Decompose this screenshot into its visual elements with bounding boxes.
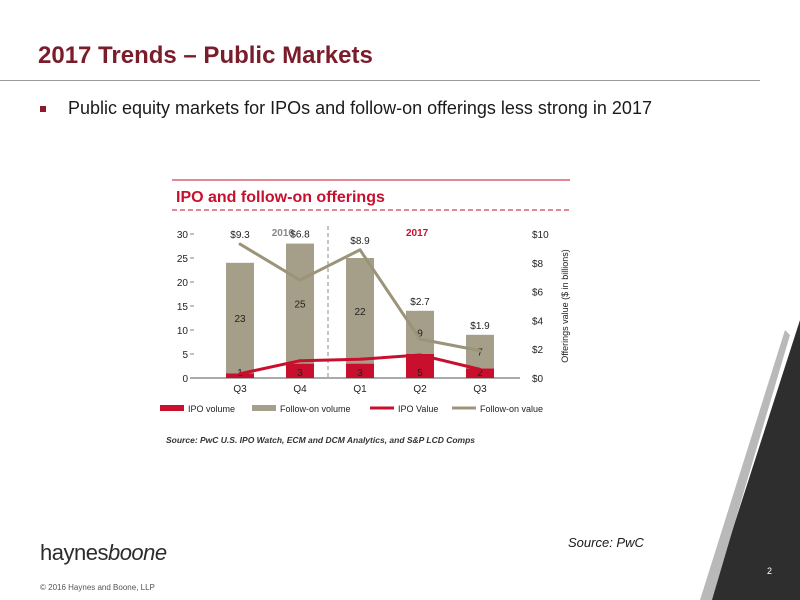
followon-value-label: $8.9 [350, 236, 370, 247]
followon-value-label: $1.9 [470, 321, 490, 332]
slide-title: 2017 Trends – Public Markets [38, 42, 373, 69]
x-tick-label: Q3 [473, 384, 487, 395]
title-divider [0, 80, 760, 81]
followon-value-label: $9.3 [230, 230, 250, 241]
legend-label: IPO Value [398, 404, 438, 414]
period-label-2016: 2016 [272, 228, 295, 239]
followon-value-line-point [478, 349, 482, 353]
followon-value-line-point [298, 278, 302, 282]
ipo-value-line-point [298, 359, 302, 363]
logo-haynes: haynes [40, 540, 108, 565]
haynes-boone-logo: haynesboone [40, 540, 167, 566]
y-left-tick-label: 30 [177, 230, 189, 241]
followon-volume-label: 25 [294, 300, 306, 311]
x-tick-label: Q1 [353, 384, 367, 395]
legend-label: Follow-on volume [280, 404, 351, 414]
ipo-value-line-point [418, 353, 422, 357]
ipo-value-line-point [358, 357, 362, 361]
y-right-tick-label: $0 [532, 374, 544, 385]
period-label-2017: 2017 [406, 228, 429, 239]
x-tick-label: Q3 [233, 384, 247, 395]
bullet-text: Public equity markets for IPOs and follo… [68, 98, 652, 118]
ipo-volume-label: 2 [477, 368, 483, 379]
legend-swatch [160, 405, 184, 411]
bullet-square-icon [40, 105, 46, 112]
ipo-followon-chart: IPO and follow-on offerings 0 5 10 15 20 25 30 $… [160, 170, 580, 460]
chart-title: IPO and follow-on offerings [176, 189, 385, 206]
y-right-tick-label: $6 [532, 288, 544, 299]
ipo-value-line-point [238, 372, 242, 376]
y-left-tick-label: 5 [182, 350, 188, 361]
y-left-tick-label: 20 [177, 278, 189, 289]
ipo-volume-bar [346, 363, 374, 378]
x-tick-label: Q2 [413, 384, 427, 395]
followon-volume-bar [406, 310, 434, 354]
y-right-tick-label: $10 [532, 230, 549, 241]
y-left-tick-label: 25 [177, 254, 189, 265]
y-right-tick-label: $8 [532, 259, 544, 270]
ipo-volume-label: 3 [297, 368, 303, 379]
followon-value-line-point [358, 248, 362, 252]
followon-volume-label: 9 [417, 328, 423, 339]
corner-dark-shape [710, 320, 800, 600]
source-note: Source: PwC [568, 535, 644, 550]
followon-volume-bar [346, 258, 374, 364]
y-right-axis-label: Offerings value ($ in billions) [560, 249, 570, 362]
ipo-volume-label: 5 [417, 368, 423, 379]
x-tick-label: Q4 [293, 384, 307, 395]
logo-boone: boone [107, 540, 167, 565]
legend-swatch [252, 405, 276, 411]
ipo-volume-bar [286, 363, 314, 378]
followon-volume-label: 7 [477, 348, 483, 359]
ipo-value-line-point [478, 367, 482, 371]
corner-stripe-shape [700, 330, 790, 600]
ipo-volume-label: 3 [357, 368, 363, 379]
followon-value-label: $2.7 [410, 297, 430, 308]
ipo-volume-bar [226, 373, 254, 378]
chart-source-note: Source: PwC U.S. IPO Watch, ECM and DCM … [166, 435, 475, 445]
followon-value-line-point [238, 242, 242, 246]
chart-svg: IPO and follow-on offerings051015202530$… [160, 179, 570, 445]
followon-value-label: $6.8 [290, 230, 310, 241]
y-left-tick-label: 10 [177, 326, 189, 337]
y-right-tick-label: $2 [532, 345, 544, 356]
copyright: © 2016 Haynes and Boone, LLP [40, 583, 155, 592]
y-right-tick-label: $4 [532, 316, 544, 327]
ipo-volume-bar [466, 368, 494, 378]
bullet-point: Public equity markets for IPOs and follo… [40, 98, 652, 119]
followon-volume-label: 23 [234, 314, 246, 325]
followon-volume-label: 22 [354, 307, 366, 318]
page-number: 2 [767, 566, 773, 576]
followon-volume-bar [226, 262, 254, 374]
legend-label: Follow-on value [480, 404, 543, 414]
y-left-tick-label: 15 [177, 302, 189, 313]
legend-label: IPO volume [188, 404, 235, 414]
y-left-tick-label: 0 [182, 374, 188, 385]
followon-value-line-point [418, 337, 422, 341]
followon-volume-bar [286, 243, 314, 364]
